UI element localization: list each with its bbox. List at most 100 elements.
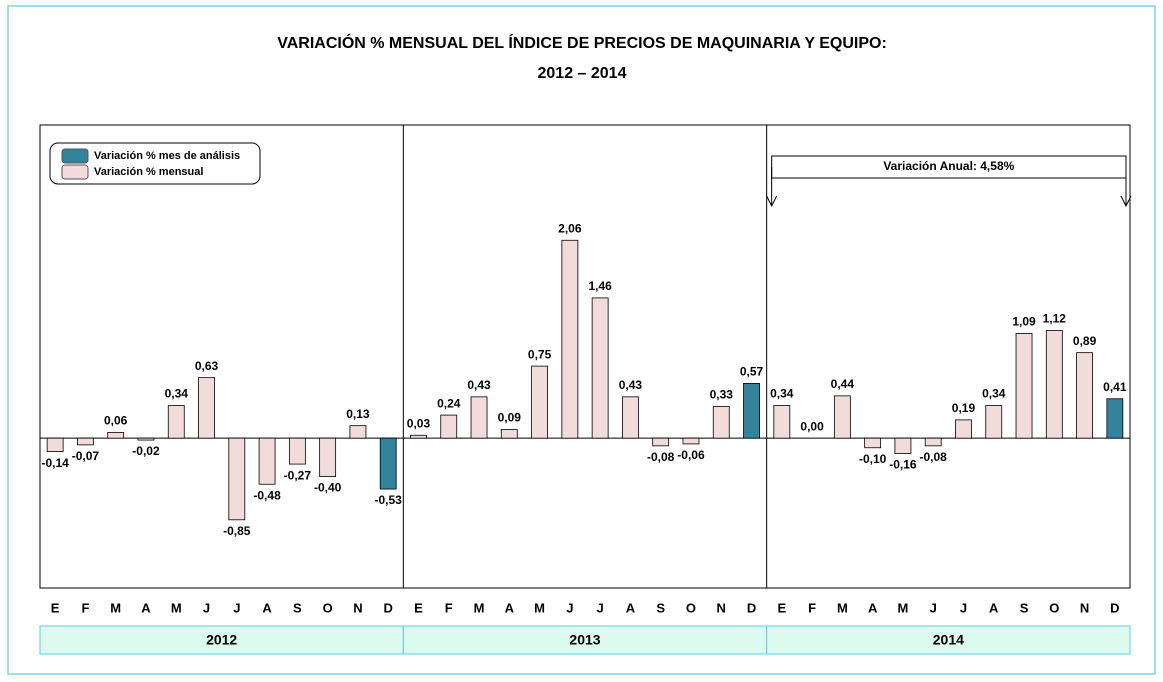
x-tick-label: O	[1049, 600, 1059, 615]
bar	[1106, 398, 1124, 439]
value-label: 2,06	[558, 221, 582, 235]
year-label: 2014	[933, 632, 964, 648]
bar	[682, 437, 700, 445]
x-tick-label: E	[777, 600, 786, 615]
bar	[985, 405, 1003, 439]
chart-title: VARIACIÓN % MENSUAL DEL ÍNDICE DE PRECIO…	[277, 33, 887, 52]
bar	[77, 437, 94, 446]
plot-area	[39, 124, 1131, 589]
value-label: -0,08	[647, 450, 675, 464]
legend-swatch	[61, 148, 89, 164]
bar	[1076, 352, 1093, 439]
x-tick-label: D	[747, 600, 756, 615]
year-box	[402, 625, 768, 655]
bar	[440, 414, 458, 439]
bar	[167, 405, 185, 439]
year-label: 2013	[569, 632, 600, 648]
bar	[319, 437, 337, 477]
x-tick-label: M	[534, 600, 545, 615]
value-label: -0,07	[72, 449, 100, 463]
x-tick-label: M	[897, 600, 908, 615]
x-tick-label: A	[262, 600, 272, 615]
value-label: 1,09	[1012, 315, 1036, 329]
x-tick-label: O	[323, 600, 333, 615]
bar	[1045, 330, 1063, 439]
bar	[470, 396, 488, 439]
x-tick-label: M	[171, 600, 182, 615]
bar	[833, 395, 851, 439]
x-tick-label: A	[989, 600, 999, 615]
value-label: 0,24	[437, 396, 461, 410]
x-tick-label: F	[808, 600, 816, 615]
bar	[652, 437, 670, 447]
bar	[712, 406, 730, 439]
x-tick-label: O	[686, 600, 696, 615]
bar	[1015, 333, 1033, 439]
frame	[7, 5, 1156, 675]
bar	[924, 437, 942, 447]
x-tick-label: S	[656, 600, 665, 615]
value-label: 0,06	[104, 414, 128, 428]
value-label: 0,13	[346, 407, 370, 421]
x-tick-label: M	[837, 600, 848, 615]
bar	[379, 437, 397, 490]
x-tick-label: S	[1020, 600, 1029, 615]
bar	[622, 396, 639, 439]
bar	[894, 437, 912, 454]
value-label: -0,14	[41, 456, 69, 470]
value-label: 0,63	[195, 359, 219, 373]
x-tick-label: J	[597, 600, 604, 615]
value-label: -0,08	[920, 450, 948, 464]
value-label: 0,09	[498, 411, 522, 425]
value-label: 0,34	[982, 387, 1006, 401]
bar	[955, 419, 972, 439]
x-tick-label: J	[960, 600, 967, 615]
value-label: 0,89	[1073, 334, 1097, 348]
bar	[561, 239, 579, 439]
x-tick-label: D	[1110, 600, 1119, 615]
annotation-arrow	[1120, 167, 1132, 208]
value-label: -0,40	[314, 481, 342, 495]
bar	[137, 437, 155, 441]
bar	[743, 382, 760, 439]
value-label: 0,34	[770, 387, 794, 401]
bar	[198, 377, 215, 439]
year-box	[766, 625, 1131, 655]
value-label: -0,06	[677, 448, 705, 462]
x-tick-label: N	[1080, 600, 1089, 615]
bar	[228, 437, 246, 521]
value-label: -0,27	[284, 468, 312, 482]
bar	[773, 405, 791, 439]
x-tick-label: J	[203, 600, 210, 615]
x-tick-label: F	[81, 600, 89, 615]
value-label: -0,85	[223, 524, 251, 538]
bar	[864, 437, 882, 449]
value-label: -0,53	[375, 493, 403, 507]
x-tick-label: S	[293, 600, 302, 615]
x-tick-label: A	[505, 600, 515, 615]
value-label: 0,19	[952, 401, 976, 415]
value-label: 0,34	[165, 387, 189, 401]
value-label: -0,02	[132, 444, 160, 458]
bar	[591, 297, 609, 439]
value-label: 0,33	[710, 388, 734, 402]
value-label: 1,12	[1043, 312, 1067, 326]
x-tick-label: F	[445, 600, 453, 615]
bar	[258, 437, 276, 485]
legend-box	[49, 142, 261, 185]
bar	[107, 431, 125, 439]
x-tick-label: M	[474, 600, 485, 615]
bar	[46, 437, 64, 452]
legend-label: Variación % mensual	[94, 166, 203, 178]
legend-swatch	[61, 164, 89, 180]
value-label: 0,44	[831, 377, 855, 391]
bar	[500, 429, 518, 439]
annotation: Variación Anual: 4,58%	[883, 159, 1014, 173]
bar	[531, 365, 548, 439]
year-label: 2012	[206, 632, 237, 648]
value-label: 0,57	[740, 365, 764, 379]
chart-subtitle: 2012 – 2014	[538, 65, 627, 82]
value-label: 0,03	[407, 416, 431, 430]
bar	[349, 425, 367, 439]
